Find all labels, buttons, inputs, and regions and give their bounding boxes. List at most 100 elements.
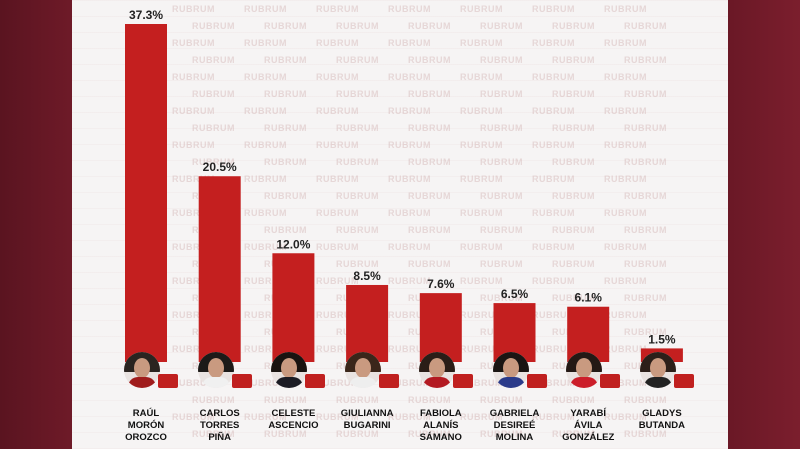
watermark-text: RUBRUM — [172, 310, 215, 320]
watermark-text: RUBRUM — [604, 4, 647, 14]
watermark-text: RUBRUM — [244, 276, 287, 286]
category-label-5: GABRIELA DESIREÉ MOLINA — [489, 408, 540, 443]
watermark-text: RUBRUM — [336, 21, 379, 31]
avatar-face — [281, 358, 298, 378]
watermark-text: RUBRUM — [316, 106, 359, 116]
avatar-carlos-torres — [197, 352, 234, 388]
data-label-1: 20.5% — [203, 160, 237, 174]
watermark-text: RUBRUM — [408, 157, 451, 167]
avatar-gabriela-molina — [492, 352, 529, 388]
watermark-text: RUBRUM — [624, 259, 667, 269]
watermark-text: RUBRUM — [604, 208, 647, 218]
watermark-text: RUBRUM — [244, 412, 287, 422]
watermark-text: RUBRUM — [264, 21, 307, 31]
watermark-text: RUBRUM — [192, 55, 235, 65]
avatar-body — [496, 377, 525, 388]
watermark-text: RUBRUM — [624, 327, 667, 337]
watermark-text: RUBRUM — [336, 123, 379, 133]
watermark-text: RUBRUM — [336, 429, 379, 439]
watermark-text: RUBRUM — [316, 242, 359, 252]
watermark-text: RUBRUM — [336, 191, 379, 201]
watermark-text: RUBRUM — [264, 89, 307, 99]
watermark-text: RUBRUM — [244, 242, 287, 252]
watermark-text: RUBRUM — [172, 378, 215, 388]
watermark-text: RUBRUM — [408, 225, 451, 235]
watermark-text: RUBRUM — [552, 429, 595, 439]
watermark-text: RUBRUM — [552, 293, 595, 303]
watermark-text: RUBRUM — [244, 378, 287, 388]
watermark-text: RUBRUM — [460, 4, 503, 14]
watermark-text: RUBRUM — [552, 21, 595, 31]
avatar-face — [134, 358, 150, 378]
watermark-text: RUBRUM — [264, 429, 307, 439]
watermark-text: RUBRUM — [244, 106, 287, 116]
watermark-text: RUBRUM — [552, 191, 595, 201]
watermark-text: RUBRUM — [408, 123, 451, 133]
watermark-text: RUBRUM — [480, 395, 523, 405]
data-label-0: 37.3% — [129, 8, 163, 22]
watermark-text: RUBRUM — [460, 242, 503, 252]
watermark-text: RUBRUM — [624, 395, 667, 405]
avatar-body — [643, 377, 672, 388]
watermark-text: RUBRUM — [604, 276, 647, 286]
watermark-text: RUBRUM — [460, 208, 503, 218]
category-label-6: YARABÍ ÁVILA GONZÁLEZ — [562, 408, 615, 443]
watermark-text: RUBRUM — [624, 21, 667, 31]
watermark-text: RUBRUM — [604, 378, 647, 388]
watermark-text: RUBRUM — [604, 344, 647, 354]
watermark-text: RUBRUM — [172, 106, 215, 116]
watermark-text: RUBRUM — [624, 55, 667, 65]
background-right-panel — [728, 0, 800, 449]
watermark-text: RUBRUM — [624, 293, 667, 303]
data-label-4: 7.6% — [427, 277, 455, 291]
watermark-text: RUBRUM — [172, 4, 215, 14]
watermark-text: RUBRUM — [532, 174, 575, 184]
avatar-face — [576, 358, 593, 378]
watermark-text: RUBRUM — [408, 395, 451, 405]
watermark-text: RUBRUM — [408, 259, 451, 269]
watermark-text: RUBRUM — [552, 123, 595, 133]
watermark-text: RUBRUM — [316, 276, 359, 286]
watermark-text: RUBRUM — [532, 310, 575, 320]
watermark-text: RUBRUM — [244, 4, 287, 14]
watermark-text: RUBRUM — [480, 259, 523, 269]
party-logo-badge-icon — [600, 374, 621, 388]
watermark-text: RUBRUM — [480, 191, 523, 201]
category-label-3: GIULIANNA BUGARINI — [340, 408, 394, 431]
watermark-text: RUBRUM — [604, 174, 647, 184]
watermark-text: RUBRUM — [388, 276, 431, 286]
watermark-text: RUBRUM — [388, 208, 431, 218]
avatar-face — [428, 358, 445, 378]
watermark-text: RUBRUM — [244, 72, 287, 82]
bar-3 — [346, 284, 389, 362]
watermark-text: RUBRUM — [604, 310, 647, 320]
watermark-text: RUBRUM — [172, 242, 215, 252]
watermark-text: RUBRUM — [408, 191, 451, 201]
watermark-text: RUBRUM — [316, 310, 359, 320]
watermark-text: RUBRUM — [460, 174, 503, 184]
watermark-text: RUBRUM — [604, 412, 647, 422]
watermark-text: RUBRUM — [316, 4, 359, 14]
watermark-text: RUBRUM — [532, 344, 575, 354]
watermark-text: RUBRUM — [532, 4, 575, 14]
watermark-text: RUBRUM — [480, 55, 523, 65]
watermark-text: RUBRUM — [480, 429, 523, 439]
bar-4 — [419, 293, 462, 362]
watermark-text: RUBRUM — [408, 89, 451, 99]
party-logo-badge-icon — [158, 374, 178, 388]
watermark-text: RUBRUM — [172, 174, 215, 184]
category-label-1: CARLOS TORRES PIÑA — [199, 408, 240, 443]
watermark-text: RUBRUM — [192, 157, 235, 167]
watermark-text: RUBRUM — [316, 38, 359, 48]
watermark-text: RUBRUM — [604, 38, 647, 48]
watermark-text: RUBRUM — [480, 293, 523, 303]
party-logo-badge-icon — [305, 374, 326, 388]
watermark-text: RUBRUM — [316, 344, 359, 354]
data-label-7: 1.5% — [648, 332, 676, 346]
avatar-body — [275, 377, 304, 388]
watermark-text: RUBRUM — [264, 395, 307, 405]
watermark-text: RUBRUM — [192, 89, 235, 99]
watermark-text: RUBRUM — [604, 72, 647, 82]
watermark-text: RUBRUM — [388, 72, 431, 82]
watermark-text: RUBRUM — [552, 259, 595, 269]
